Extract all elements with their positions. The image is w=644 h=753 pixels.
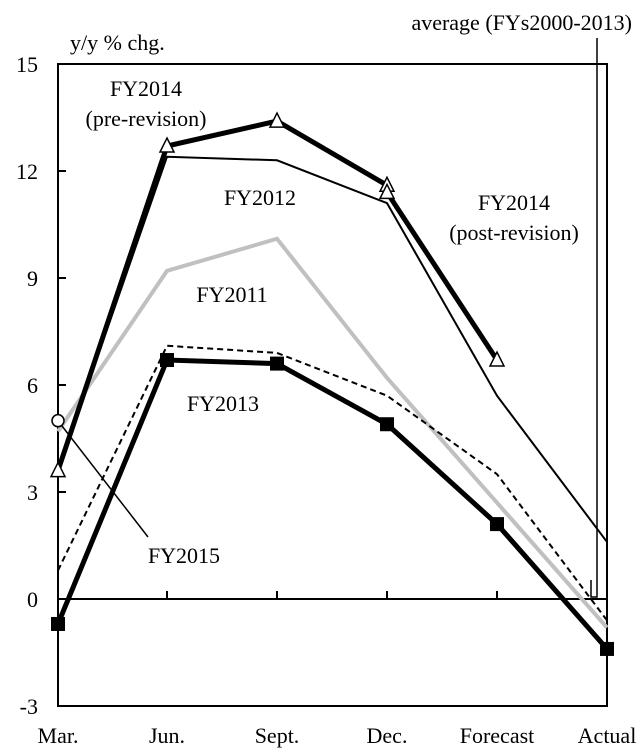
series-line-average-fys2000-2013- <box>57 344 608 622</box>
data-point-square <box>51 616 65 631</box>
data-point-triangle <box>268 111 286 128</box>
y-tick-label: 0 <box>27 587 38 612</box>
annotation-line: (pre-revision) <box>86 106 207 131</box>
y-tick-label: 3 <box>27 480 38 505</box>
plot-frame <box>57 63 608 707</box>
data-point-square <box>490 517 504 532</box>
x-tick-label: Actual <box>578 723 637 748</box>
data-point-square <box>160 353 174 368</box>
data-point-square <box>270 356 284 371</box>
x-tick-label: Forecast <box>460 723 535 748</box>
annotation-line: FY2012 <box>224 185 296 210</box>
x-tick-label: Mar. <box>38 723 79 748</box>
series-line-fy2014-post-revision- <box>384 191 500 362</box>
annotation-label: FY2015 <box>148 543 220 568</box>
data-point-circle <box>51 413 65 428</box>
y-axis-label: y/y % chg. <box>70 30 165 55</box>
series-line-fy2014-pre-revision- <box>55 118 389 472</box>
annotation-label: FY2012 <box>224 185 296 210</box>
annotation-line: average (FYs2000-2013) <box>411 10 632 35</box>
x-tick-label: Dec. <box>367 723 408 748</box>
annotation-label: average (FYs2000-2013) <box>411 10 632 35</box>
y-tick-label: 12 <box>16 159 38 184</box>
annotation-line: FY2013 <box>187 391 259 416</box>
annotation-label: FY2014 (pre-revision) <box>86 76 207 131</box>
annotation-label: FY2013 <box>187 391 259 416</box>
data-point-triangle <box>49 460 67 478</box>
data-point-square <box>380 417 394 432</box>
marker-layer <box>49 111 614 656</box>
data-point-triangle <box>158 136 176 153</box>
series-line-fy2012 <box>57 155 608 543</box>
leader-line-fy2015 <box>61 425 149 538</box>
axes: -3 0 3 6 9 12 15 Mar. Jun. Sept. Dec. Forecast Actua… <box>16 30 636 748</box>
y-tick-label: 6 <box>27 373 38 398</box>
annotation-layer: average (FYs2000-2013) FY2014 (pre-revisio… <box>61 10 632 598</box>
y-tick-label: 9 <box>27 266 38 291</box>
annotation-line: FY2014 <box>478 190 550 215</box>
data-point-triangle <box>488 350 506 367</box>
x-tick-label: Sept. <box>255 723 300 748</box>
annotation-line: FY2015 <box>148 543 220 568</box>
y-tick-label: -3 <box>20 694 38 719</box>
leader-line-average <box>590 38 598 598</box>
series-line-fy2011 <box>56 236 609 629</box>
data-point-square <box>600 641 614 656</box>
series-line-fy2013 <box>55 357 609 651</box>
data-point-triangle <box>378 182 396 200</box>
annotation-label: FY2011 <box>196 282 267 307</box>
annotation-line: (post-revision) <box>449 220 579 245</box>
annotation-line: FY2014 <box>110 76 182 101</box>
series-layer <box>55 118 609 651</box>
x-tick-label: Jun. <box>149 723 185 748</box>
y-tick-label: 15 <box>16 52 38 77</box>
annotation-label: FY2014 (post-revision) <box>449 190 579 245</box>
annotation-line: FY2011 <box>196 282 267 307</box>
